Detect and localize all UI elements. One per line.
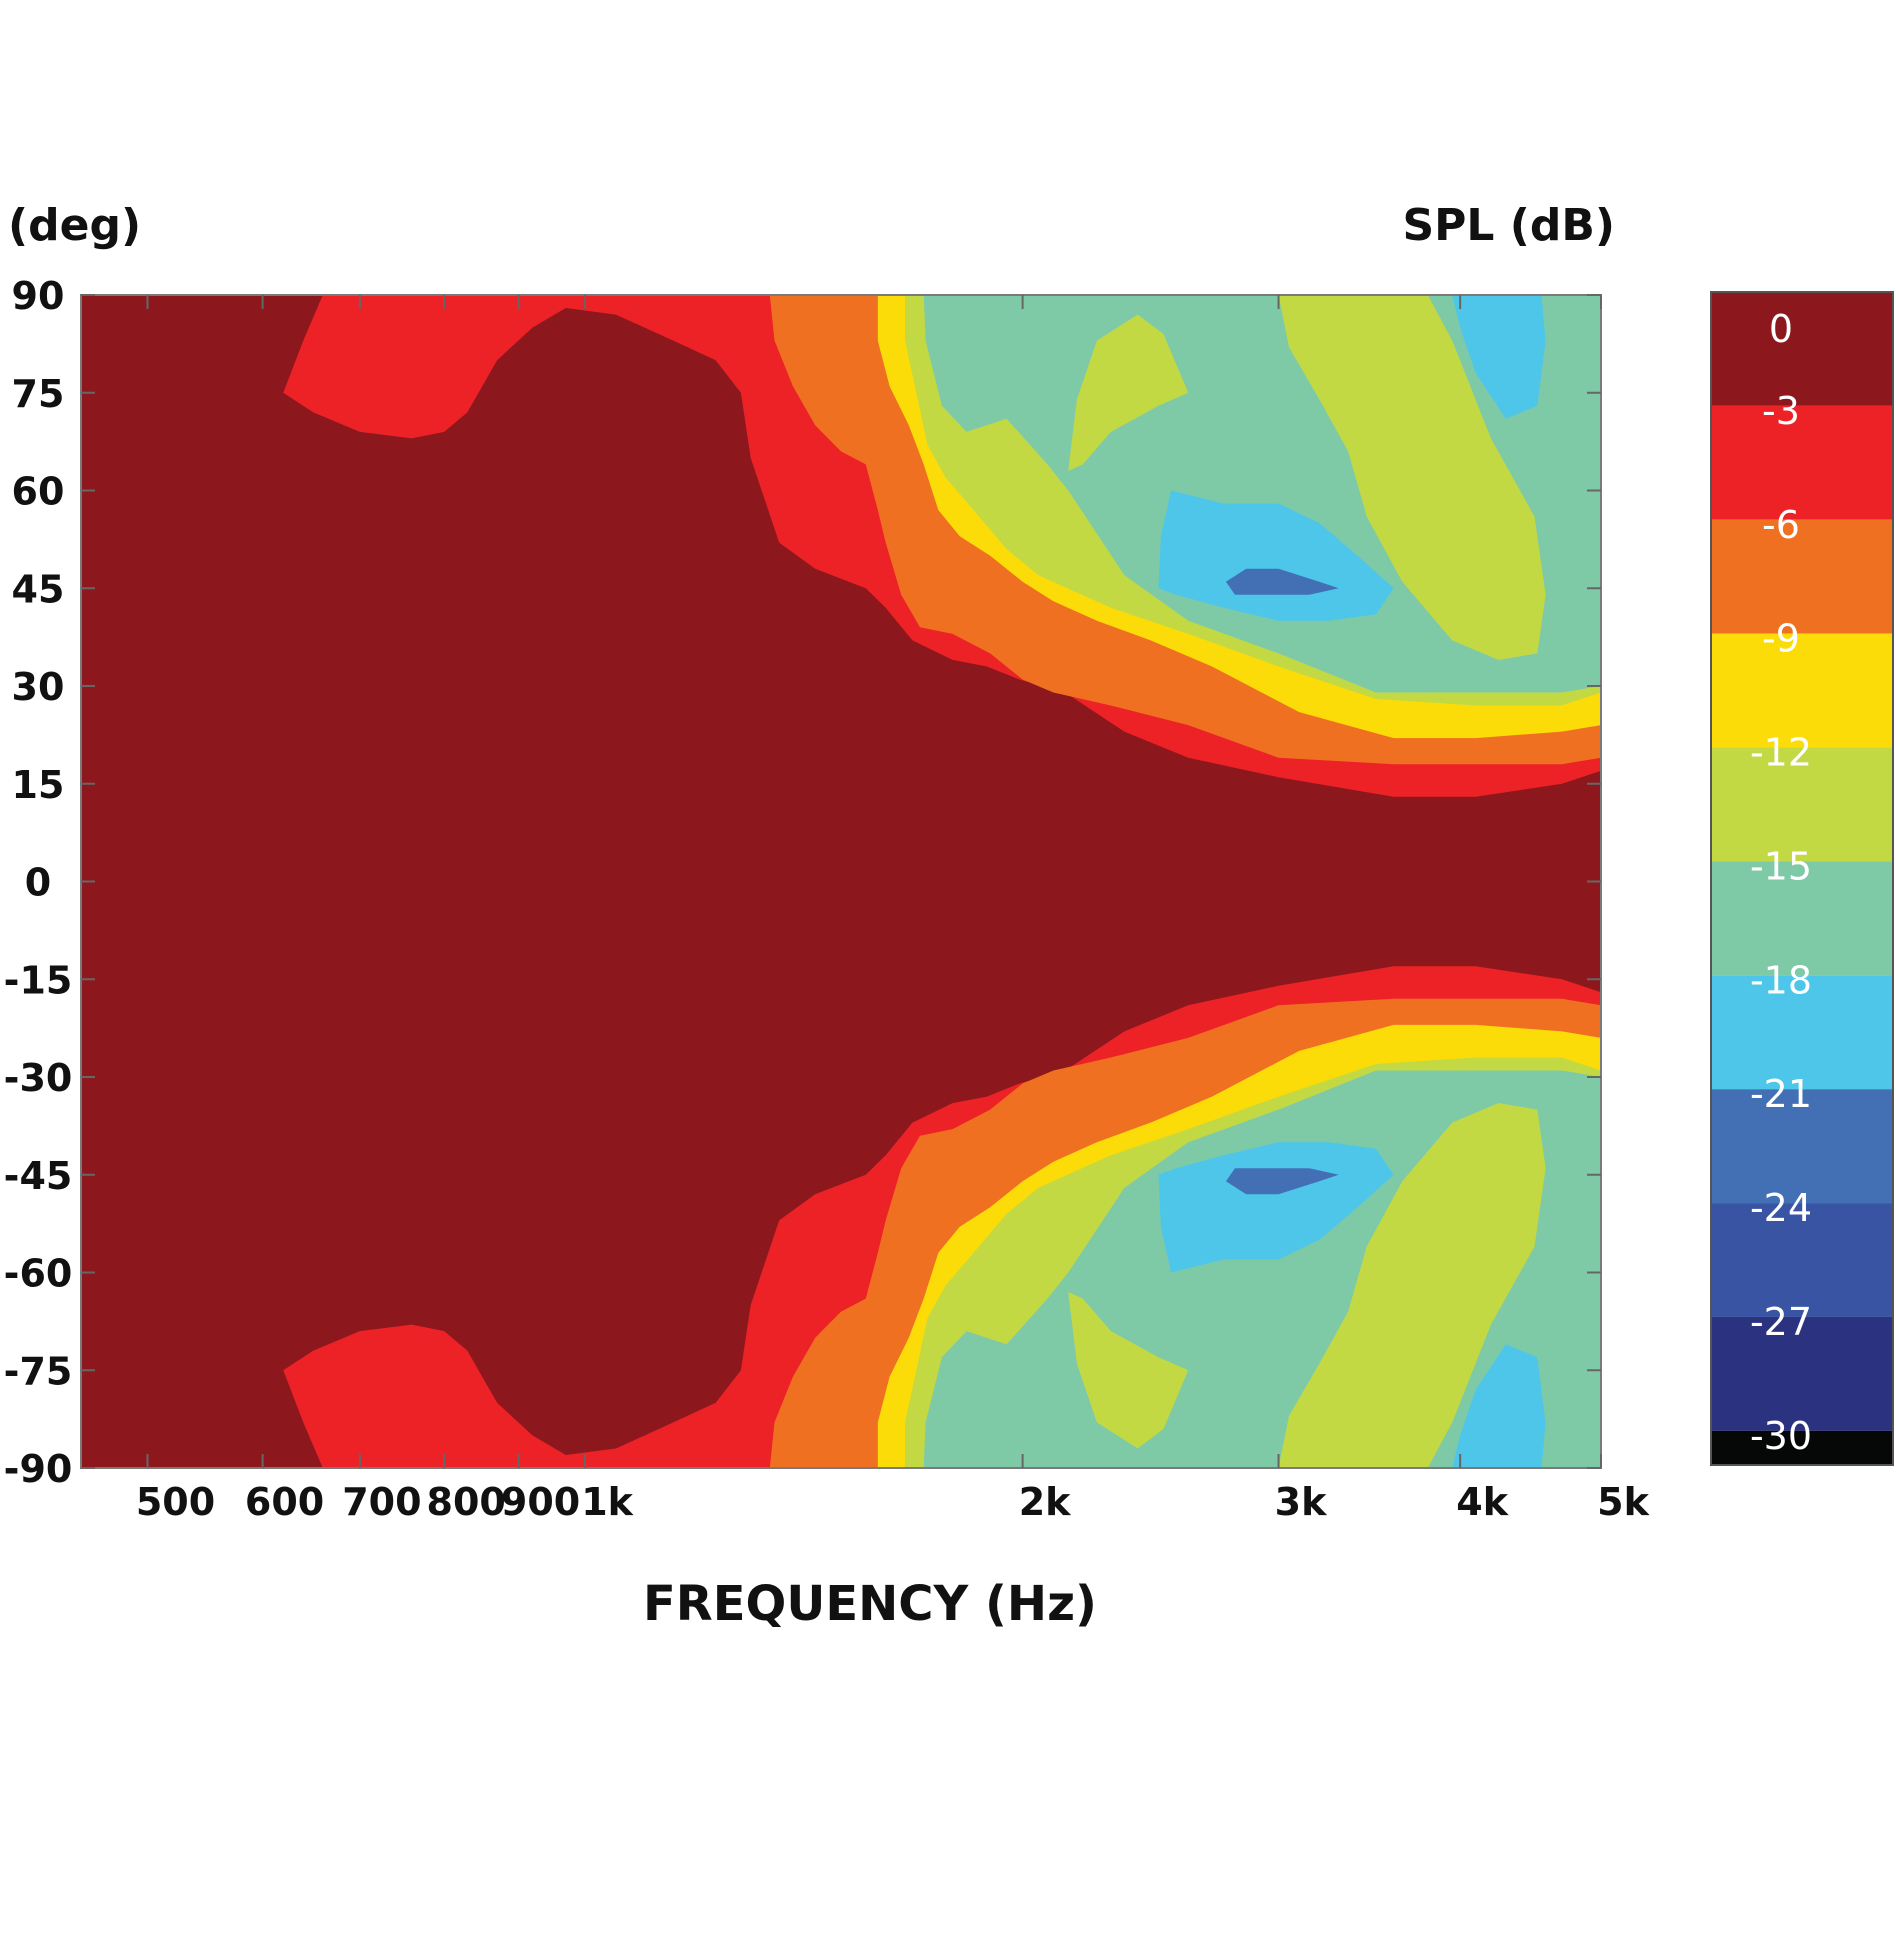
colorbar-swatch <box>1711 292 1893 406</box>
colorbar-tick-label: -3 <box>1762 389 1800 433</box>
y-tick-label: 0 <box>25 861 51 905</box>
colorbar-tick-label: -12 <box>1750 731 1812 775</box>
x-tick-label: 4k <box>1456 1480 1508 1524</box>
contour-layer <box>81 295 1601 1468</box>
y-axis-label: (deg) <box>8 200 141 251</box>
x-tick-label: 900 <box>501 1480 580 1524</box>
x-tick-label: 1k <box>581 1480 633 1524</box>
y-tick-label: 45 <box>12 567 65 611</box>
colorbar-swatch <box>1711 861 1893 976</box>
colorbar-swatch <box>1711 519 1893 634</box>
colorbar-tick-label: -6 <box>1762 503 1800 547</box>
tick-marks <box>81 294 1602 1469</box>
colorbar-frame <box>1710 291 1894 1466</box>
colorbar-tick-label: -30 <box>1750 1414 1812 1458</box>
contour-region-upper-6 <box>1278 295 1546 660</box>
y-tick-label: 60 <box>12 470 65 514</box>
y-tick-label: -15 <box>4 958 73 1002</box>
colorbar-swatch <box>1711 1089 1893 1204</box>
x-tick-label: 2k <box>1019 1480 1071 1524</box>
colorbar: 0 -3 -6 -9 -12 -15 -18 -21 -24 -27 -30 <box>1710 291 1894 1466</box>
y-tick-labels: 90 75 60 45 30 15 0 -15 -30 -45 -60 -75 -90 <box>4 274 73 1491</box>
contour-region-upper-7 <box>1452 295 1546 419</box>
colorbar-label: SPL (dB) <box>1402 200 1615 251</box>
y-tick-label: -30 <box>4 1056 73 1100</box>
colorbar-swatch <box>1711 405 1893 520</box>
x-axis-label: FREQUENCY (Hz) <box>643 1576 1097 1632</box>
y-tick-label: 75 <box>12 372 65 416</box>
y-tick-label: -75 <box>4 1349 73 1393</box>
x-tick-label: 600 <box>245 1480 324 1524</box>
colorbar-tick-label: -9 <box>1762 617 1800 661</box>
colorbar-tick-label: -24 <box>1750 1186 1812 1230</box>
contour-region-lower-7 <box>1452 1344 1546 1468</box>
y-tick-label: 30 <box>12 665 65 709</box>
plot-area <box>80 294 1602 1469</box>
x-tick-label: 500 <box>136 1480 215 1524</box>
x-tick-label: 5k <box>1597 1480 1649 1524</box>
x-tick-label: 700 <box>342 1480 421 1524</box>
y-tick-label: -60 <box>4 1252 73 1296</box>
x-tick-label: 800 <box>427 1480 506 1524</box>
x-tick-label: 3k <box>1275 1480 1327 1524</box>
colorbar-swatch <box>1711 747 1893 862</box>
contour-region-lower-6 <box>1278 1103 1546 1468</box>
y-tick-label: 15 <box>12 763 65 807</box>
colorbar-tick-label: -21 <box>1750 1072 1812 1116</box>
y-tick-label: -90 <box>4 1447 73 1491</box>
y-tick-label: -45 <box>4 1154 73 1198</box>
contour-region-lower-5 <box>1068 1292 1189 1449</box>
colorbar-tick-label: 0 <box>1769 307 1793 351</box>
colorbar-tick-label: -27 <box>1750 1300 1812 1344</box>
contour-region-upper-5 <box>1068 314 1189 471</box>
contour-region-lower-9 <box>1225 1168 1339 1195</box>
colorbar-tick-label: -15 <box>1750 844 1812 888</box>
contour-region-upper-9 <box>1225 568 1339 595</box>
colorbar-swatch <box>1711 1430 1893 1465</box>
colorbar-swatch <box>1711 633 1893 748</box>
colorbar-swatch <box>1711 1203 1893 1317</box>
colorbar-tick-label: -18 <box>1750 958 1812 1002</box>
colorbar-swatch <box>1711 1316 1893 1431</box>
colorbar-swatch <box>1711 975 1893 1090</box>
y-tick-label: 90 <box>12 274 65 318</box>
